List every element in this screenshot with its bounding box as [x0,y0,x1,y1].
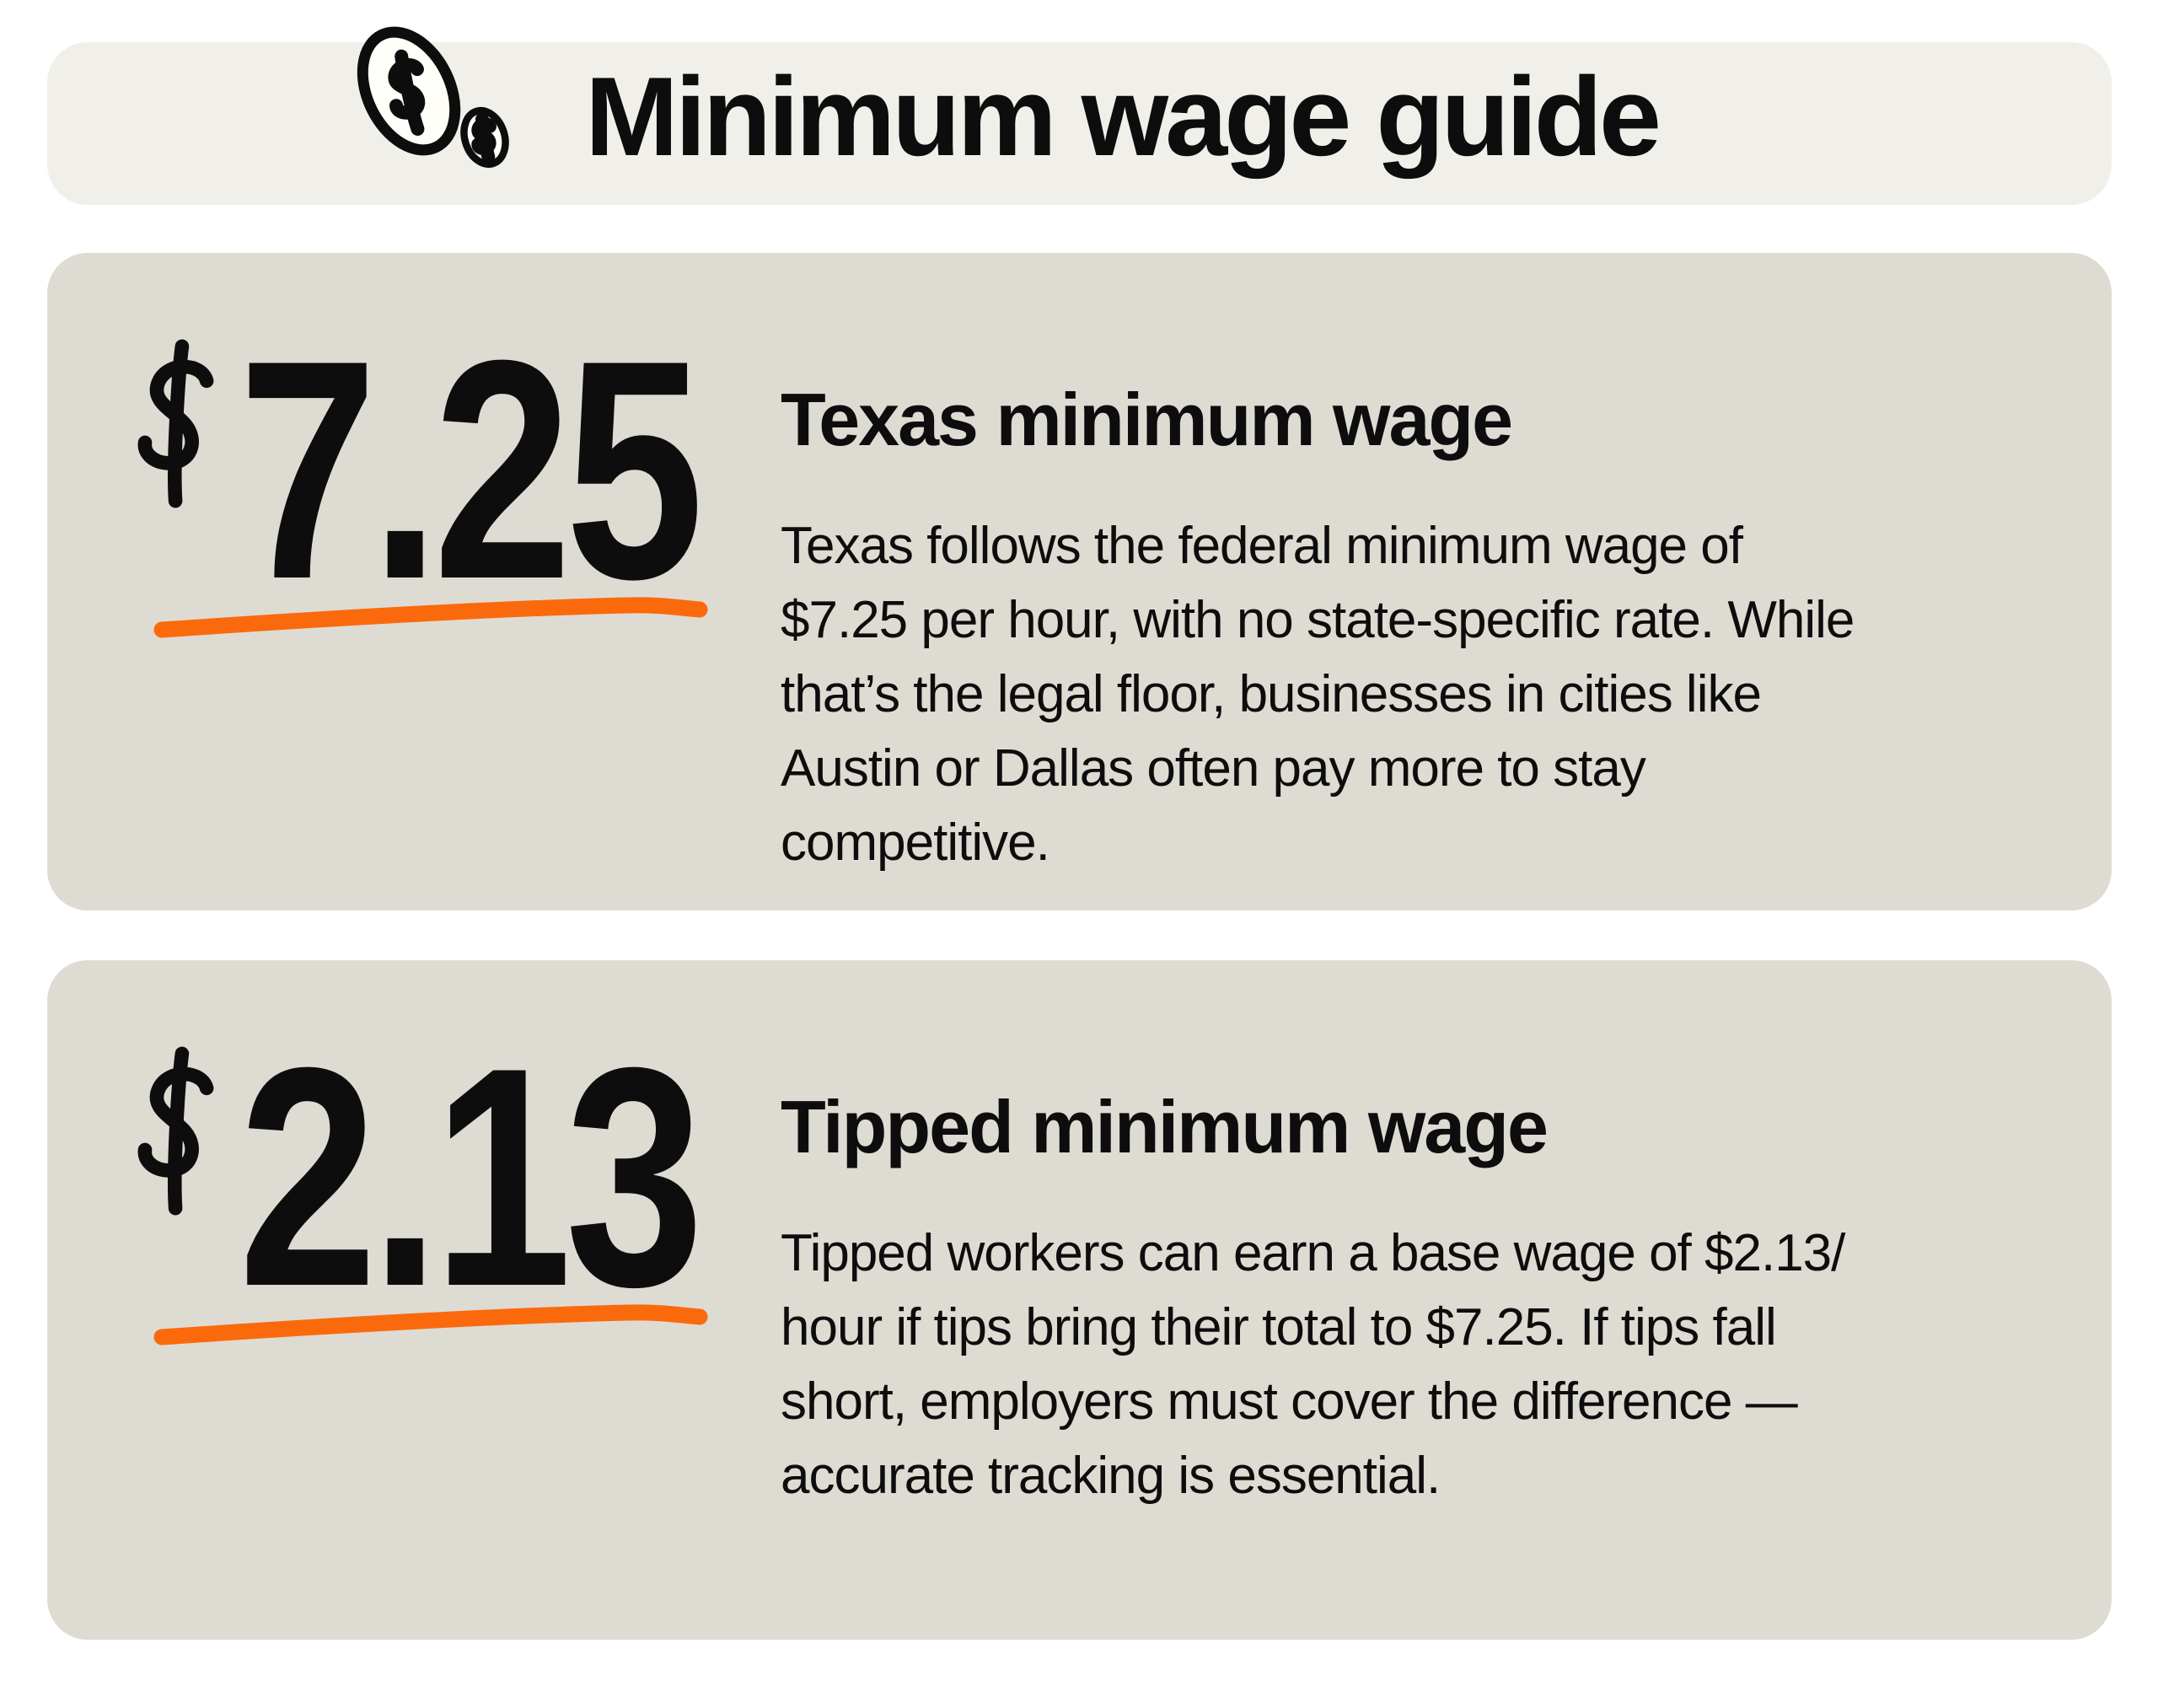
amount-value: 7.25 [239,296,704,644]
amount-7-25: 7.25 [132,296,730,644]
minimum-wage-guide-page: { "colors": { "page_bg": "#ffffff", "hea… [0,26,2158,1708]
hand-drawn-dollar-icon [132,1049,226,1213]
text-column: Texas minimum wage Texas follows the fed… [781,378,2027,873]
coin-large-icon [357,26,461,156]
amount-column: 2.13 [132,1022,730,1581]
amount-2-13: 2.13 [132,1003,730,1351]
amount-value: 2.13 [239,1003,704,1351]
hand-drawn-dollar-icon [132,341,226,506]
card-texas-minimum-wage: 7.25 Texas minimum wage Texas follows th… [47,253,2112,910]
page-title: Minimum wage guide [585,54,1661,180]
header-bar: Minimum wage guide [47,26,2112,205]
card-tipped-minimum-wage: 2.13 Tipped minimum wage Tipped workers … [47,960,2112,1640]
coin-small-icon [460,106,509,169]
card-heading: Tipped minimum wage [781,1085,1549,1168]
dollar-coins-icon [352,22,563,169]
amount-column: 7.25 [132,314,730,851]
card-heading: Texas minimum wage [781,378,1513,461]
card-body: Tipped workers can earn a base wage of $… [781,1224,1845,1505]
text-column: Tipped minimum wage Tipped workers can e… [781,1087,2027,1581]
card-body: Texas follows the federal minimum wage o… [781,517,1855,872]
